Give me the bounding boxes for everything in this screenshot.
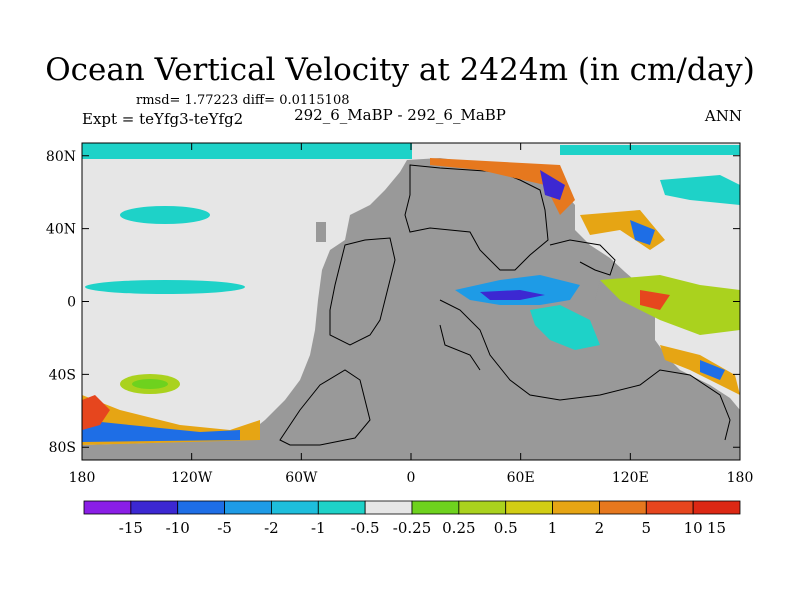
- colorbar-label: -1: [311, 519, 326, 537]
- colorbar-swatch: [645, 500, 694, 515]
- patch-south-west-strip: [82, 395, 110, 430]
- y-tick-label: 0: [67, 295, 76, 311]
- experiment-label: Expt = teYfg3-teYfg2: [82, 110, 244, 128]
- patch-tethys-east: [530, 305, 600, 350]
- colorbar-label: 1: [548, 519, 558, 537]
- case-label: 292_6_MaBP - 292_6_MaBP: [294, 106, 506, 124]
- map-field: [82, 143, 740, 460]
- colorbar-label: -10: [166, 519, 190, 537]
- coastline-inner: [439, 324, 481, 371]
- colorbar-swatch: [177, 500, 225, 515]
- colorbar-swatch: [271, 500, 319, 515]
- patch-tethys: [455, 275, 580, 305]
- patch-northeast-rim-blue: [540, 170, 565, 200]
- colorbar-swatch: [552, 500, 600, 515]
- colorbar-label: -0.25: [393, 519, 431, 537]
- x-tick-label: 180: [727, 470, 754, 486]
- colorbar: -15 -10 -5 -2 -1 -0.5 -0.25 0.25 0.5 1 2 5 10 15: [83, 500, 741, 537]
- stats-label: rmsd= 1.77223 diff= 0.0115108: [136, 93, 350, 108]
- y-tick-label: 40N: [46, 222, 76, 238]
- x-tick-label: 60W: [285, 470, 318, 486]
- patch-tethys-center: [480, 290, 545, 300]
- anomaly-patches: [82, 143, 740, 445]
- land-mass: [82, 158, 740, 460]
- x-tick-label: 0: [407, 470, 416, 486]
- colorbar-label: -5: [217, 519, 232, 537]
- colorbar-label: 0.25: [442, 519, 475, 537]
- colorbar-swatch: [411, 500, 460, 515]
- coastline-central: [439, 299, 731, 441]
- patch-northeast-rim: [430, 158, 575, 215]
- colorbar-swatch: [505, 500, 553, 515]
- x-tick-label: 60E: [507, 470, 535, 486]
- colorbar-label: -2: [264, 519, 279, 537]
- colorbar-label: 0.5: [494, 519, 518, 537]
- patch-eastern-margin-red: [640, 290, 670, 310]
- colorbar-swatch: [130, 500, 179, 515]
- patch-south-pacific-core: [132, 379, 168, 389]
- x-tick-label: 180: [69, 470, 96, 486]
- x-tick-label: 120E: [612, 470, 649, 486]
- patch-eastern-margin: [600, 275, 740, 335]
- colorbar-swatch: [692, 500, 741, 515]
- y-tick-label: 40S: [49, 367, 76, 383]
- coastlines: [279, 164, 731, 446]
- colorbar-swatch: [364, 500, 413, 515]
- y-tick-label: 80N: [46, 149, 76, 165]
- colorbar-swatch: [224, 500, 272, 515]
- patch-equatorial-west: [85, 280, 245, 294]
- coastline-east: [549, 239, 616, 276]
- land-patch-west: [316, 222, 326, 242]
- patch-southeast-rim-blue: [700, 360, 725, 380]
- y-tick-label: 80S: [49, 440, 76, 456]
- x-axis: 180 120W 60W 0 60E 120E 180: [69, 143, 754, 486]
- colorbar-label: 10: [684, 519, 703, 537]
- colorbar-swatch: [599, 500, 647, 515]
- colorbar-label: 15: [707, 519, 726, 537]
- colorbar-label: 5: [642, 519, 652, 537]
- patch-north-pacific: [120, 206, 210, 224]
- coastline-southwest: [329, 237, 396, 346]
- colorbar-label: -0.5: [351, 519, 380, 537]
- patch-gulf-east-blue: [630, 220, 655, 245]
- plot-title: Ocean Vertical Velocity at 2424m (in cm/…: [45, 52, 755, 88]
- colorbar-label: -15: [119, 519, 143, 537]
- season-label: ANN: [704, 107, 742, 125]
- x-tick-label: 120W: [171, 470, 213, 486]
- land-patch-east: [570, 270, 600, 305]
- patch-southern-ocean-blue: [82, 420, 240, 442]
- patch-east-scatter: [660, 175, 740, 205]
- patch-north-strip: [82, 143, 412, 159]
- y-axis: 80N 40N 0 40S 80S: [46, 149, 740, 456]
- colorbar-label: 2: [595, 519, 605, 537]
- colorbar-swatch: [458, 500, 507, 515]
- colorbar-swatch: [83, 500, 132, 515]
- colorbar-swatch: [317, 500, 366, 515]
- patch-north-strip-2: [560, 145, 740, 155]
- coastline-south: [279, 369, 371, 446]
